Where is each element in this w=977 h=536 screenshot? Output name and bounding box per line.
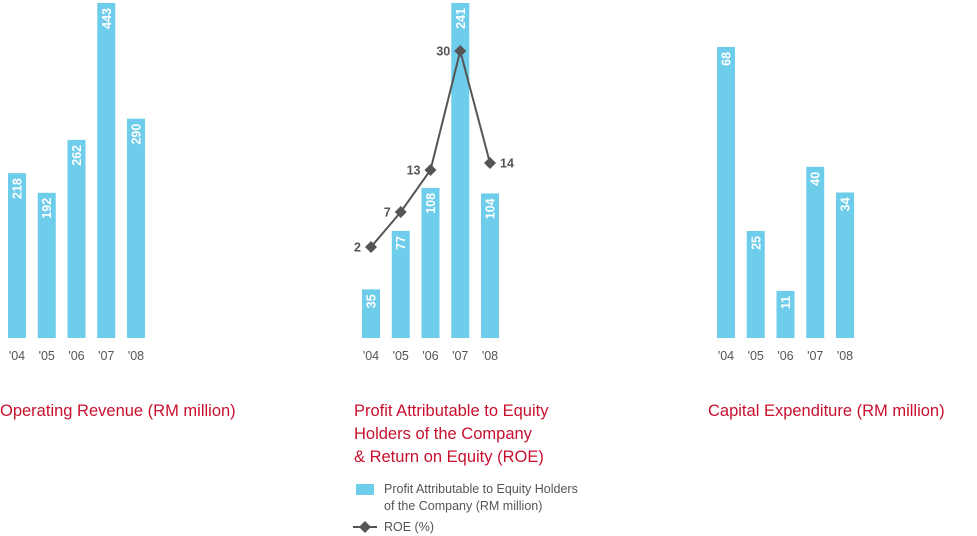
capital-expenditure-tick-label-1: '05 [748, 349, 764, 363]
profit-roe-roe-label-3: 30 [436, 45, 450, 59]
profit-roe-title-line-1: Profit Attributable to Equity [354, 402, 549, 420]
profit-roe-tick-label-1: '05 [393, 349, 409, 363]
profit-roe-bar-3 [451, 3, 470, 338]
capital-expenditure-bar-2 [776, 290, 795, 338]
legend-bar-label-line-1: Profit Attributable to Equity Holders [384, 482, 578, 496]
operating-revenue-tick-label-4: '08 [128, 349, 144, 363]
profit-roe-chart: 35 '04 77 '05 108 '06 241 '07 104 '08 2 7 13 30 14 [354, 3, 514, 363]
profit-roe-title-line-2: Holders of the Company [354, 425, 532, 443]
capital-expenditure-bar-4 [836, 192, 854, 338]
profit-roe-bar-label-4: 104 [484, 198, 498, 219]
profit-roe-bar-label-3: 241 [454, 8, 468, 29]
operating-revenue-tick-label-2: '06 [68, 349, 84, 363]
capital-expenditure-bar-label-3: 40 [809, 172, 823, 186]
operating-revenue-bar-label-0: 218 [11, 178, 25, 199]
profit-roe-roe-point-2 [424, 164, 437, 176]
capital-expenditure-title: Capital Expenditure (RM million) [708, 402, 945, 420]
profit-roe-roe-point-4 [484, 157, 496, 169]
capital-expenditure-bar-label-0: 68 [720, 52, 734, 66]
legend-bar-label-line-2: of the Company (RM million) [384, 499, 543, 513]
profit-roe-roe-label-4: 14 [500, 157, 514, 171]
profit-roe-roe-label-2: 13 [407, 164, 421, 178]
operating-revenue-bar-4 [127, 118, 145, 339]
profit-roe-tick-label-0: '04 [363, 349, 379, 363]
operating-revenue-bar-label-2: 262 [70, 145, 84, 166]
profit-roe-roe-label-1: 7 [384, 206, 391, 220]
capital-expenditure-tick-label-3: '07 [807, 349, 823, 363]
capital-expenditure-bar-label-2: 11 [779, 296, 793, 309]
operating-revenue-tick-label-0: '04 [9, 349, 25, 363]
profit-roe-roe-point-0 [365, 241, 377, 253]
profit-roe-tick-label-4: '08 [482, 349, 498, 363]
profit-roe-title: Profit Attributable to Equity Holders of… [354, 400, 548, 469]
profit-roe-bar-2 [421, 187, 440, 338]
operating-revenue-bar-1 [37, 192, 56, 338]
profit-roe-bar-label-1: 77 [394, 236, 408, 250]
profit-roe-roe-point-3 [454, 45, 467, 57]
legend-line-marker [353, 521, 377, 533]
profit-roe-roe-label-0: 2 [354, 241, 361, 255]
profit-roe-bar-1 [391, 230, 410, 338]
operating-revenue-bar-3 [97, 3, 116, 339]
profit-roe-bar-label-2: 108 [424, 193, 438, 214]
operating-revenue-bar-label-1: 192 [40, 198, 54, 219]
operating-revenue-bar-2 [67, 139, 86, 338]
capital-expenditure-tick-label-4: '08 [837, 349, 853, 363]
profit-roe-roe-point-1 [394, 206, 407, 218]
operating-revenue-bar-label-3: 443 [100, 8, 114, 29]
profit-roe-tick-label-2: '06 [422, 349, 438, 363]
operating-revenue-tick-label-3: '07 [98, 349, 114, 363]
operating-revenue-bar-0 [8, 173, 26, 338]
profit-roe-bar-4 [481, 193, 499, 338]
operating-revenue-bar-label-4: 290 [130, 124, 144, 145]
capital-expenditure-bar-1 [746, 231, 765, 338]
profit-roe-title-line-3: & Return on Equity (ROE) [354, 448, 544, 466]
profit-roe-bar-0 [362, 289, 380, 338]
operating-revenue-chart: 218 '04 192 '05 262 '06 443 '07 290 '08 [8, 3, 145, 363]
operating-revenue-title: Operating Revenue (RM million) [0, 402, 236, 420]
capital-expenditure-bar-3 [806, 166, 825, 338]
capital-expenditure-bar-label-4: 34 [839, 197, 853, 211]
capital-expenditure-bar-label-1: 25 [749, 236, 763, 250]
capital-expenditure-bar-0 [717, 46, 735, 339]
profit-roe-bar-label-0: 35 [365, 294, 379, 308]
capital-expenditure-tick-label-2: '06 [777, 349, 793, 363]
operating-revenue-tick-label-1: '05 [39, 349, 55, 363]
profit-roe-tick-label-3: '07 [452, 349, 468, 363]
legend-line-label: ROE (%) [384, 520, 434, 534]
legend-bar-swatch [356, 484, 374, 495]
capital-expenditure-chart: 68 '04 25 '05 11 '06 40 '07 34 '08 [717, 46, 854, 363]
capital-expenditure-tick-label-0: '04 [718, 349, 734, 363]
